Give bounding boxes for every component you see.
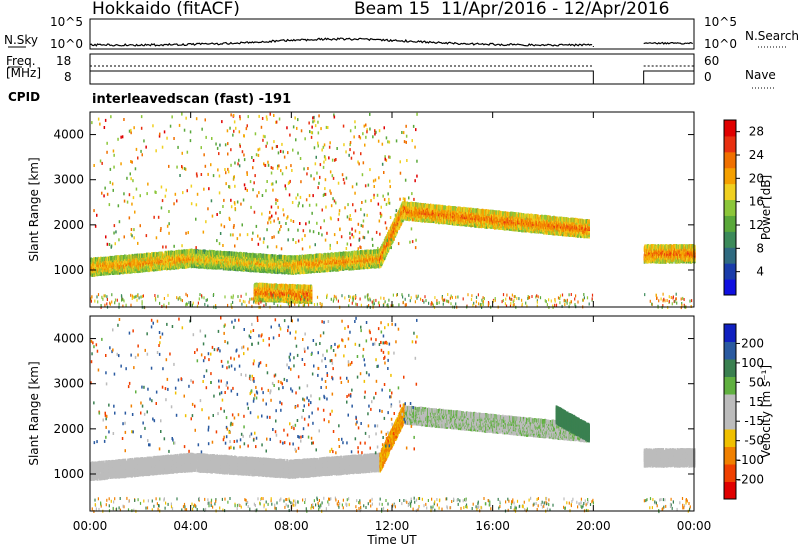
nsky-top-label: 10^5 <box>50 15 83 29</box>
echo-band <box>291 249 381 275</box>
nsearch-bottom-label: 10^0 <box>704 37 737 51</box>
echo-cell <box>118 270 121 275</box>
echo-cell <box>181 249 183 255</box>
nsky-label: N.Sky <box>4 33 39 47</box>
nsearch-label: N.Search <box>745 29 800 43</box>
nsearch-top-label: 10^5 <box>704 15 737 29</box>
echo-cell <box>91 272 94 277</box>
freq-strip-frame <box>89 53 695 85</box>
freq-top-label: 18 <box>56 54 72 68</box>
echo-band <box>379 197 406 268</box>
beam-date-title: Beam 15 11/Apr/2016 - 12/Apr/2016 <box>354 0 669 19</box>
echo-cell <box>117 255 120 260</box>
echo-band <box>404 201 590 239</box>
nsky-strip-frame <box>89 18 695 50</box>
echo-cell <box>112 268 115 274</box>
nsky-trace <box>89 37 593 47</box>
echo-band <box>190 248 293 275</box>
echo-cell <box>125 254 127 260</box>
cpid-label: CPID <box>8 90 41 104</box>
nave-label: Nave <box>745 68 776 82</box>
freq-label: Freq. <box>6 54 36 68</box>
cpid-value: interleavedscan (fast) -191 <box>92 92 292 107</box>
freq-trace <box>90 70 594 84</box>
echo-band <box>90 248 193 277</box>
strip-traces <box>8 37 786 89</box>
site-title: Hokkaido (fitACF) <box>92 0 240 19</box>
date-range: 11/Apr/2016 - 12/Apr/2016 <box>440 0 670 19</box>
nave-bottom-label: 0 <box>704 70 712 84</box>
freq-unit-label: [MHz] <box>6 66 42 80</box>
echo-cell <box>147 267 149 273</box>
echo-cell <box>99 266 101 271</box>
freq-trace <box>643 70 694 84</box>
echo-cell <box>404 197 406 203</box>
nave-top-label: 60 <box>704 54 720 68</box>
beam-label: Beam 15 <box>354 0 431 19</box>
nsky-bottom-label: 10^0 <box>50 37 83 51</box>
echo-cell <box>103 257 105 262</box>
echo-cell <box>141 253 144 259</box>
freq-bottom-label: 8 <box>64 70 72 84</box>
nsky-trace <box>643 41 693 45</box>
